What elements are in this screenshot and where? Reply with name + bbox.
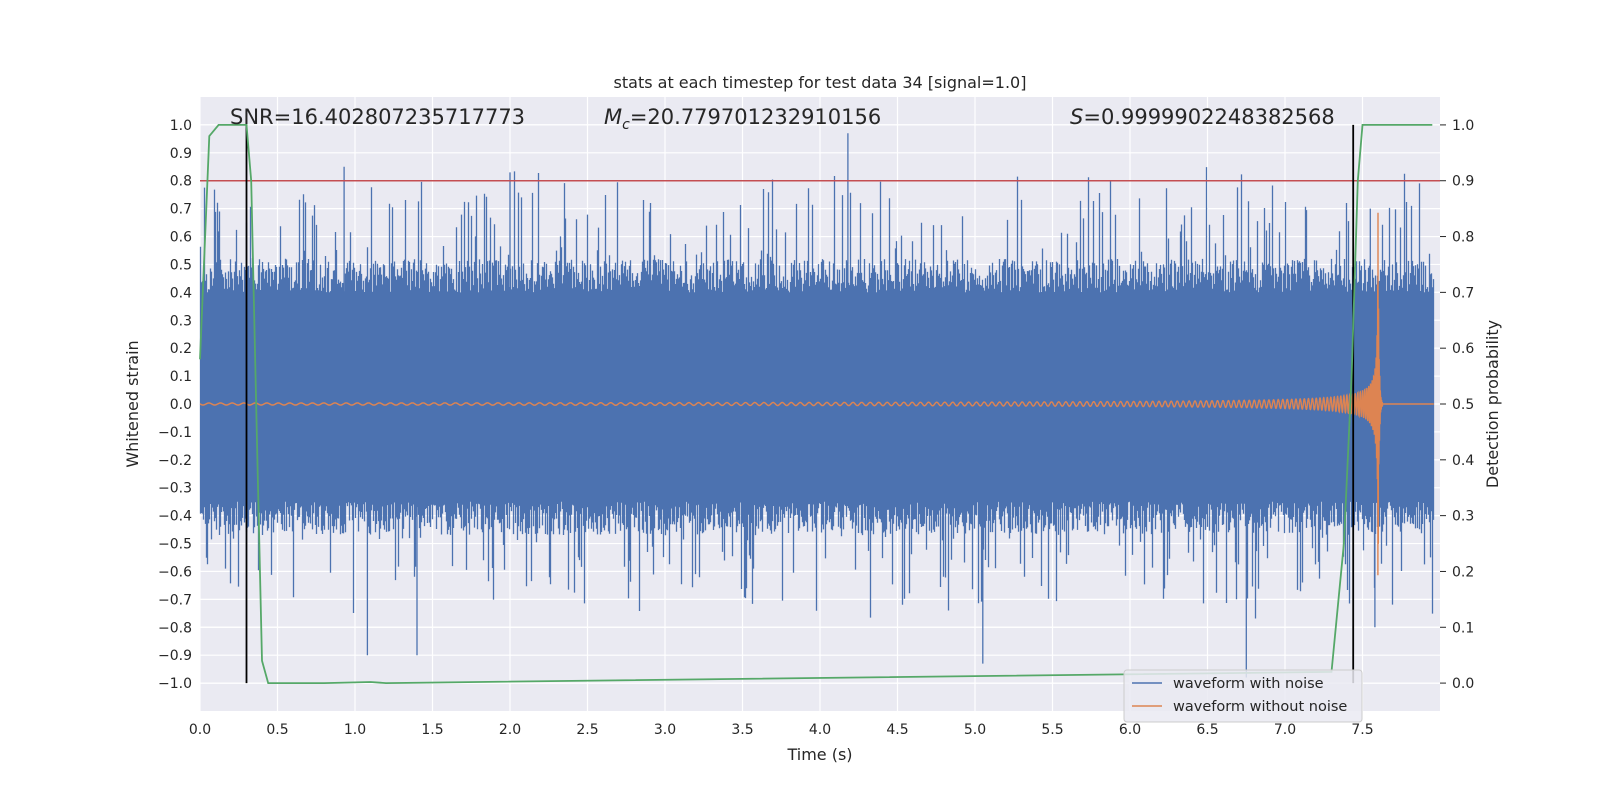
y-tick-label: −0.6 xyxy=(158,564,192,580)
x-tick-label: 3.0 xyxy=(654,722,676,738)
snr-annotation: SNR=16.402807235717773 xyxy=(230,105,525,129)
y2-axis-label: Detection probability xyxy=(1483,320,1502,488)
y-tick-label: −0.4 xyxy=(158,509,192,525)
x-tick-label: 3.5 xyxy=(731,722,753,738)
x-tick-label: 7.5 xyxy=(1351,722,1373,738)
ticks: 0.0 0.5 1.0 1.5 2.0 2.5 3.0 3.5 4.0 4.5 5.0 5.5 6.0 6… xyxy=(158,118,1474,738)
s-statistic-annotation: S=0.9999902248382568 xyxy=(1070,105,1335,129)
noise-waveform-line xyxy=(199,133,1435,678)
legend-clean-label: waveform without noise xyxy=(1173,699,1347,715)
y-tick-label: 0.5 xyxy=(170,257,192,273)
overlay-layer xyxy=(199,124,1440,685)
x-tick-label: 7.0 xyxy=(1274,722,1296,738)
y2-tick-label: 0.9 xyxy=(1452,174,1474,190)
x-tick-label: 5.0 xyxy=(964,722,986,738)
y-tick-label: 0.3 xyxy=(170,313,192,329)
y-tick-label: −0.3 xyxy=(158,481,192,497)
y-tick-label: −0.8 xyxy=(158,620,192,636)
y-tick-label: −0.2 xyxy=(158,453,192,469)
y-tick-label: 0.0 xyxy=(170,397,192,413)
waveform-with-noise-series xyxy=(199,133,1435,678)
detection-probability-line xyxy=(199,124,1433,685)
x-tick-label: 4.0 xyxy=(809,722,831,738)
y2-tick-label: 1.0 xyxy=(1452,118,1474,134)
x-tick-label: 0.5 xyxy=(266,722,288,738)
y-tick-label: −0.9 xyxy=(158,648,192,664)
y-tick-label: −0.7 xyxy=(158,592,192,608)
x-tick-label: 1.0 xyxy=(344,722,366,738)
y2-tick-label: 0.2 xyxy=(1452,564,1474,580)
waveform-without-noise-series xyxy=(199,212,1434,576)
legend: waveform with noise waveform without noi… xyxy=(1123,669,1363,723)
y-tick-label: 0.4 xyxy=(170,285,192,301)
y2-tick-label: 0.5 xyxy=(1452,397,1474,413)
y-tick-label: 0.8 xyxy=(170,174,192,190)
y-tick-label: −0.5 xyxy=(158,537,192,553)
clean-waveform-line xyxy=(199,212,1434,576)
x-tick-label: 4.5 xyxy=(886,722,908,738)
y-tick-label: 0.9 xyxy=(170,146,192,162)
x-tick-label: 5.5 xyxy=(1041,722,1063,738)
y-tick-label: 0.2 xyxy=(170,341,192,357)
chart-title: stats at each timestep for test data 34 … xyxy=(614,73,1027,92)
y-tick-label: 1.0 xyxy=(170,118,192,134)
y-axis-label: Whitened strain xyxy=(123,340,142,467)
legend-noise-label: waveform with noise xyxy=(1173,676,1324,692)
y2-tick-label: 0.3 xyxy=(1452,509,1474,525)
y-tick-label: 0.6 xyxy=(170,230,192,246)
y-tick-label: 0.7 xyxy=(170,202,192,218)
y2-tick-label: 0.6 xyxy=(1452,341,1474,357)
y-tick-label: −1.0 xyxy=(158,676,192,692)
y-tick-label: −0.1 xyxy=(158,425,192,441)
y2-tick-label: 0.4 xyxy=(1452,453,1474,469)
x-tick-label: 6.0 xyxy=(1119,722,1141,738)
x-tick-label: 2.5 xyxy=(576,722,598,738)
y2-tick-label: 0.0 xyxy=(1452,676,1474,692)
y2-tick-label: 0.8 xyxy=(1452,230,1474,246)
x-tick-label: 2.0 xyxy=(499,722,521,738)
y2-tick-label: 0.1 xyxy=(1452,620,1474,636)
x-tick-label: 6.5 xyxy=(1196,722,1218,738)
legend-box xyxy=(1123,669,1363,723)
x-tick-label: 0.0 xyxy=(189,722,211,738)
x-axis-label: Time (s) xyxy=(786,745,852,764)
chirp-mass-annotation: Mc=20.779701232910156 xyxy=(604,105,881,133)
x-tick-label: 1.5 xyxy=(421,722,443,738)
y2-tick-label: 0.7 xyxy=(1452,285,1474,301)
y-tick-label: 0.1 xyxy=(170,369,192,385)
